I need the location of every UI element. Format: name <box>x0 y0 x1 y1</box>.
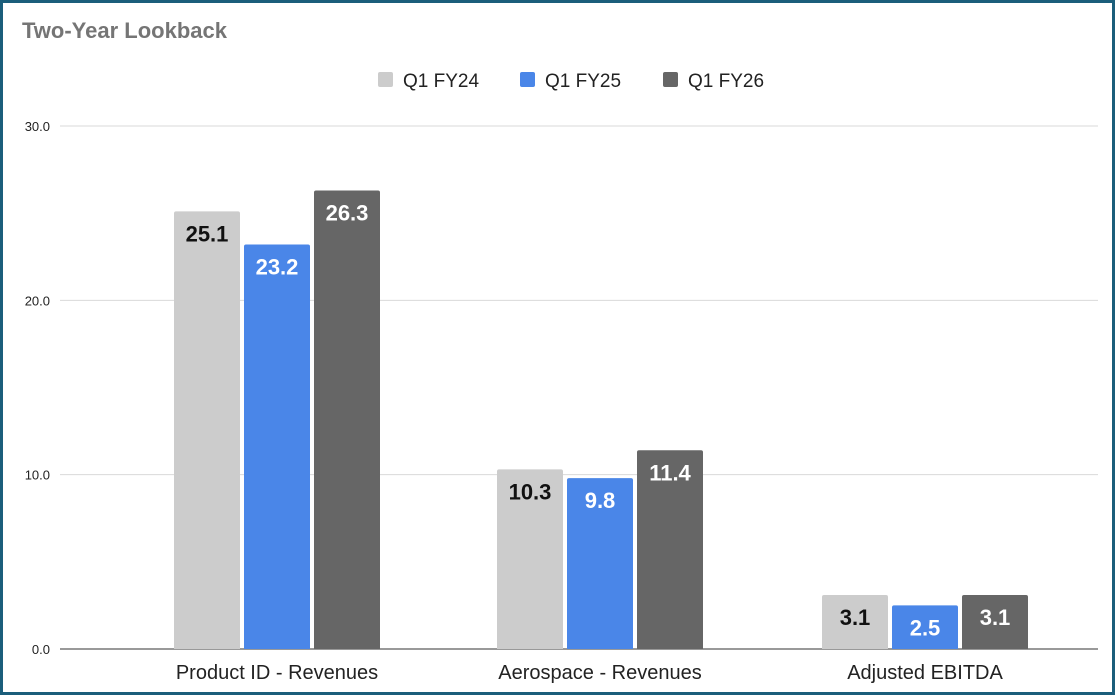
bar <box>497 469 563 649</box>
legend: Q1 FY24 Q1 FY25 Q1 FY26 <box>378 71 764 92</box>
data-label: 11.4 <box>649 460 691 485</box>
x-axis-labels: Product ID - Revenues Aerospace - Revenue… <box>176 662 1004 684</box>
y-tick-label: 10.0 <box>25 468 50 483</box>
legend-label: Q1 FY26 <box>688 71 764 92</box>
legend-label: Q1 FY24 <box>403 71 479 92</box>
bar <box>567 478 633 649</box>
bar <box>892 605 958 649</box>
x-tick-label: Product ID - Revenues <box>176 662 378 684</box>
legend-swatch <box>663 72 678 87</box>
chart-title: Two-Year Lookback <box>22 18 228 43</box>
legend-swatch <box>378 72 393 87</box>
x-tick-label: Aerospace - Revenues <box>498 662 701 684</box>
bar <box>314 190 380 649</box>
bar <box>962 594 1028 649</box>
legend-label: Q1 FY25 <box>545 71 621 92</box>
y-tick-label: 0.0 <box>32 642 50 657</box>
legend-swatch <box>520 72 535 87</box>
y-tick-label: 20.0 <box>25 293 50 308</box>
data-label: 10.3 <box>509 479 552 504</box>
bar <box>174 211 240 649</box>
bar <box>637 450 703 649</box>
y-tick-label: 30.0 <box>25 119 50 134</box>
bar <box>244 244 310 649</box>
data-label: 25.1 <box>186 221 229 246</box>
x-tick-label: Adjusted EBITDA <box>847 662 1003 684</box>
data-label: 3.1 <box>980 605 1011 630</box>
data-label: 9.8 <box>585 488 616 513</box>
data-label: 23.2 <box>256 255 299 280</box>
bars: 25.1 23.2 26.3 10.3 9.8 11.4 3.1 2.5 3.1 <box>174 190 1028 649</box>
data-label: 2.5 <box>910 615 941 640</box>
data-label: 3.1 <box>840 605 871 630</box>
data-label: 26.3 <box>326 201 369 226</box>
bar <box>822 594 888 649</box>
